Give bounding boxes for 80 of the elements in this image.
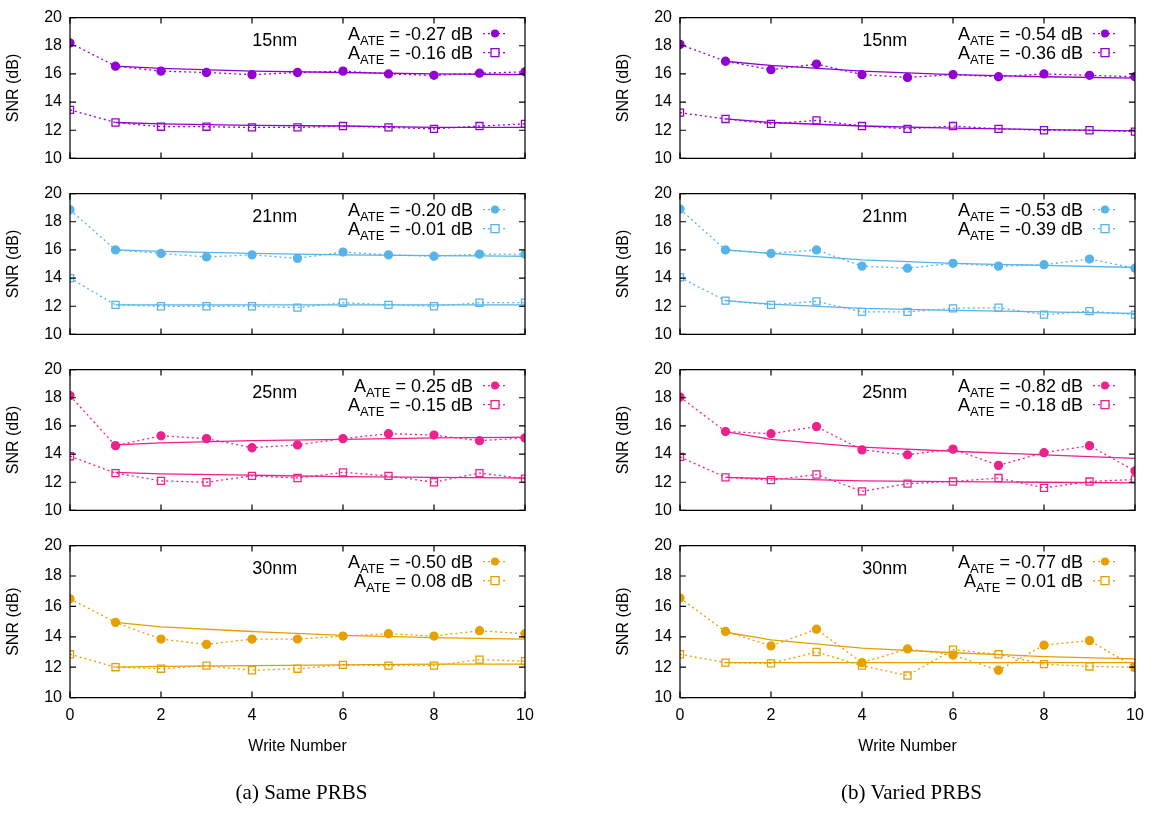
y-axis-title: SNR (dB) bbox=[614, 229, 632, 299]
y-axis-title: SNR (dB) bbox=[4, 229, 22, 299]
y-tick-label: 20 bbox=[654, 360, 673, 378]
x-tick-label: 0 bbox=[65, 705, 75, 723]
y-tick-label: 14 bbox=[654, 627, 673, 645]
x-tick-label: 2 bbox=[766, 705, 776, 723]
x-tick-label: 8 bbox=[429, 705, 439, 723]
text: 15nm bbox=[252, 29, 298, 50]
x-tick-label: 8 bbox=[1039, 705, 1049, 723]
y-tick-label: 16 bbox=[654, 64, 673, 82]
y-axis-title: SNR (dB) bbox=[4, 53, 22, 123]
x-tick-label: 10 bbox=[1126, 705, 1144, 723]
y-tick-label: 14 bbox=[44, 92, 63, 110]
y-axis-title: SNR (dB) bbox=[4, 405, 22, 475]
y-axis-title: SNR (dB) bbox=[614, 405, 632, 475]
y-tick-label: 18 bbox=[654, 566, 673, 584]
y-tick-label: 18 bbox=[44, 566, 63, 584]
y-tick-label: 20 bbox=[44, 8, 63, 26]
y-tick-label: 18 bbox=[654, 36, 673, 54]
y-axis-title: SNR (dB) bbox=[4, 587, 22, 656]
y-tick-label: 14 bbox=[44, 268, 63, 286]
text: 21nm bbox=[862, 205, 908, 226]
y-tick-label: 20 bbox=[654, 8, 673, 26]
x-tick-label: 2 bbox=[156, 705, 166, 723]
y-axis-title: SNR (dB) bbox=[614, 53, 632, 123]
y-tick-label: 20 bbox=[44, 536, 63, 554]
y-tick-label: 10 bbox=[654, 500, 673, 518]
y-tick-label: 20 bbox=[654, 536, 673, 554]
y-tick-label: 10 bbox=[44, 688, 63, 706]
text: (a) Same PRBS bbox=[235, 780, 368, 805]
y-tick-label: 16 bbox=[44, 64, 63, 82]
y-tick-label: 18 bbox=[44, 36, 63, 54]
x-tick-label: 4 bbox=[247, 705, 257, 723]
y-tick-label: 18 bbox=[44, 212, 63, 230]
y-tick-label: 10 bbox=[44, 500, 63, 518]
y-tick-label: 16 bbox=[654, 596, 673, 614]
y-tick-label: 14 bbox=[44, 444, 63, 462]
y-tick-label: 14 bbox=[654, 92, 673, 110]
y-tick-label: 14 bbox=[654, 268, 673, 286]
y-tick-label: 12 bbox=[44, 296, 63, 314]
x-axis-title: Write Number bbox=[248, 736, 348, 754]
y-tick-label: 14 bbox=[44, 627, 63, 645]
y-tick-label: 12 bbox=[654, 296, 673, 314]
y-tick-label: 12 bbox=[44, 120, 63, 138]
y-tick-label: 20 bbox=[654, 184, 673, 202]
y-tick-label: 10 bbox=[654, 688, 673, 706]
y-tick-label: 12 bbox=[654, 657, 673, 675]
y-tick-label: 18 bbox=[44, 388, 63, 406]
y-tick-label: 18 bbox=[654, 212, 673, 230]
x-tick-label: 6 bbox=[338, 705, 348, 723]
y-tick-label: 12 bbox=[44, 472, 63, 490]
x-tick-label: 6 bbox=[948, 705, 958, 723]
text: 30nm bbox=[862, 557, 908, 578]
y-tick-label: 10 bbox=[654, 324, 673, 342]
y-tick-label: 14 bbox=[654, 444, 673, 462]
y-tick-label: 12 bbox=[654, 120, 673, 138]
y-tick-label: 20 bbox=[44, 360, 63, 378]
y-tick-label: 10 bbox=[44, 324, 63, 342]
y-tick-label: 16 bbox=[44, 596, 63, 614]
text: 15nm bbox=[862, 29, 908, 50]
text: 21nm bbox=[252, 205, 298, 226]
x-axis-title: Write Number bbox=[858, 736, 958, 754]
x-tick-label: 0 bbox=[675, 705, 685, 723]
y-tick-label: 12 bbox=[654, 472, 673, 490]
y-tick-label: 16 bbox=[654, 416, 673, 434]
text: 30nm bbox=[252, 557, 298, 578]
y-tick-label: 20 bbox=[44, 184, 63, 202]
y-tick-label: 18 bbox=[654, 388, 673, 406]
text: (b) Varied PRBS bbox=[841, 780, 982, 805]
x-tick-label: 4 bbox=[857, 705, 867, 723]
y-tick-label: 16 bbox=[44, 240, 63, 258]
x-tick-label: 10 bbox=[516, 705, 534, 723]
y-tick-label: 12 bbox=[44, 657, 63, 675]
text: 25nm bbox=[862, 381, 908, 402]
y-tick-label: 16 bbox=[44, 416, 63, 434]
y-tick-label: 10 bbox=[654, 148, 673, 166]
y-axis-title: SNR (dB) bbox=[614, 587, 632, 656]
text: 25nm bbox=[252, 381, 298, 402]
y-tick-label: 10 bbox=[44, 148, 63, 166]
y-tick-label: 16 bbox=[654, 240, 673, 258]
